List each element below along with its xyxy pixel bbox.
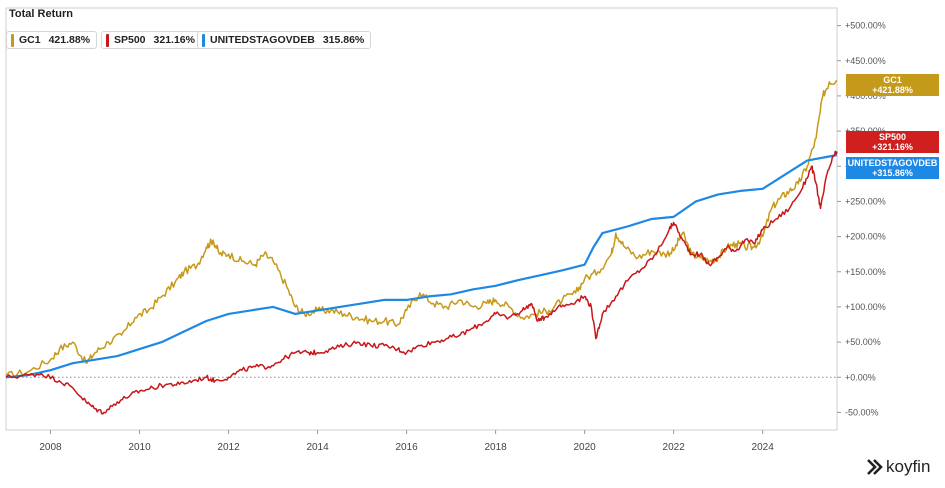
series-line-sp500[interactable] <box>5 150 838 415</box>
x-tick-label: 2024 <box>752 442 775 453</box>
legend-value: 315.86% <box>322 34 365 46</box>
tag-value: +315.86% <box>872 168 913 178</box>
legend-name: SP500 <box>114 34 146 46</box>
chart-title: Total Return <box>9 8 73 20</box>
y-tick-label: -50.00% <box>845 407 879 417</box>
legend-swatch-gc1 <box>11 33 14 47</box>
x-tick-label: 2008 <box>39 442 62 453</box>
brand-name: koyfin <box>886 457 931 476</box>
y-tick-label: +150.00% <box>845 267 886 277</box>
y-tick-label: +500.00% <box>845 21 886 31</box>
y-tick-label: +200.00% <box>845 232 886 242</box>
tag-name: SP500 <box>878 132 907 142</box>
tag-name: GC1 <box>883 75 902 85</box>
legend-swatch-unitedstagovdeb <box>202 33 205 47</box>
x-tick-label: 2016 <box>395 442 418 453</box>
series-line-unitedstagovdeb[interactable] <box>5 153 838 379</box>
y-tick-label: +0.00% <box>845 372 876 382</box>
last-value-tag-gc1: GC1 +421.88% <box>846 74 939 96</box>
last-value-tag-sp500: SP500 +321.16% <box>846 131 939 153</box>
koyfin-logo: koyfin <box>865 457 930 477</box>
series-layer <box>5 79 838 415</box>
y-tick-label: +100.00% <box>845 302 886 312</box>
x-tick-label: 2022 <box>663 442 686 453</box>
x-tick-label: 2020 <box>574 442 597 453</box>
plot-frame <box>5 7 838 431</box>
x-axis: 2008 2010 2012 2014 2016 2018 2020 2022 2024 <box>39 430 774 453</box>
legend-name: UNITEDSTAGOVDEB <box>210 34 315 46</box>
x-tick-label: 2018 <box>484 442 507 453</box>
tag-value: +421.88% <box>872 85 913 95</box>
x-tick-label: 2014 <box>306 442 329 453</box>
series-line-gc1[interactable] <box>5 79 838 379</box>
last-value-tag-unitedstagovdeb: UNITEDSTAGOVDEB +315.86% <box>846 157 939 179</box>
legend-item-sp500[interactable]: SP500 321.16% <box>101 31 202 49</box>
x-tick-label: 2012 <box>217 442 240 453</box>
tag-name: UNITEDSTAGOVDEB <box>847 158 938 168</box>
legend-value: 321.16% <box>153 34 195 46</box>
x-tick-label: 2010 <box>128 442 151 453</box>
tag-value: +321.16% <box>872 142 913 152</box>
y-tick-label: +450.00% <box>845 56 886 66</box>
koyfin-chevron-icon <box>867 459 883 475</box>
y-tick-label: +50.00% <box>845 337 881 347</box>
legend-item-unitedstagovdeb[interactable]: UNITEDSTAGOVDEB 315.86% <box>197 31 372 49</box>
legend-name: GC1 <box>19 34 41 46</box>
legend-value: 421.88% <box>48 34 91 46</box>
legend-item-gc1[interactable]: GC1 421.88% <box>6 31 98 49</box>
y-tick-label: +250.00% <box>845 196 886 206</box>
legend-swatch-sp500 <box>106 33 109 47</box>
